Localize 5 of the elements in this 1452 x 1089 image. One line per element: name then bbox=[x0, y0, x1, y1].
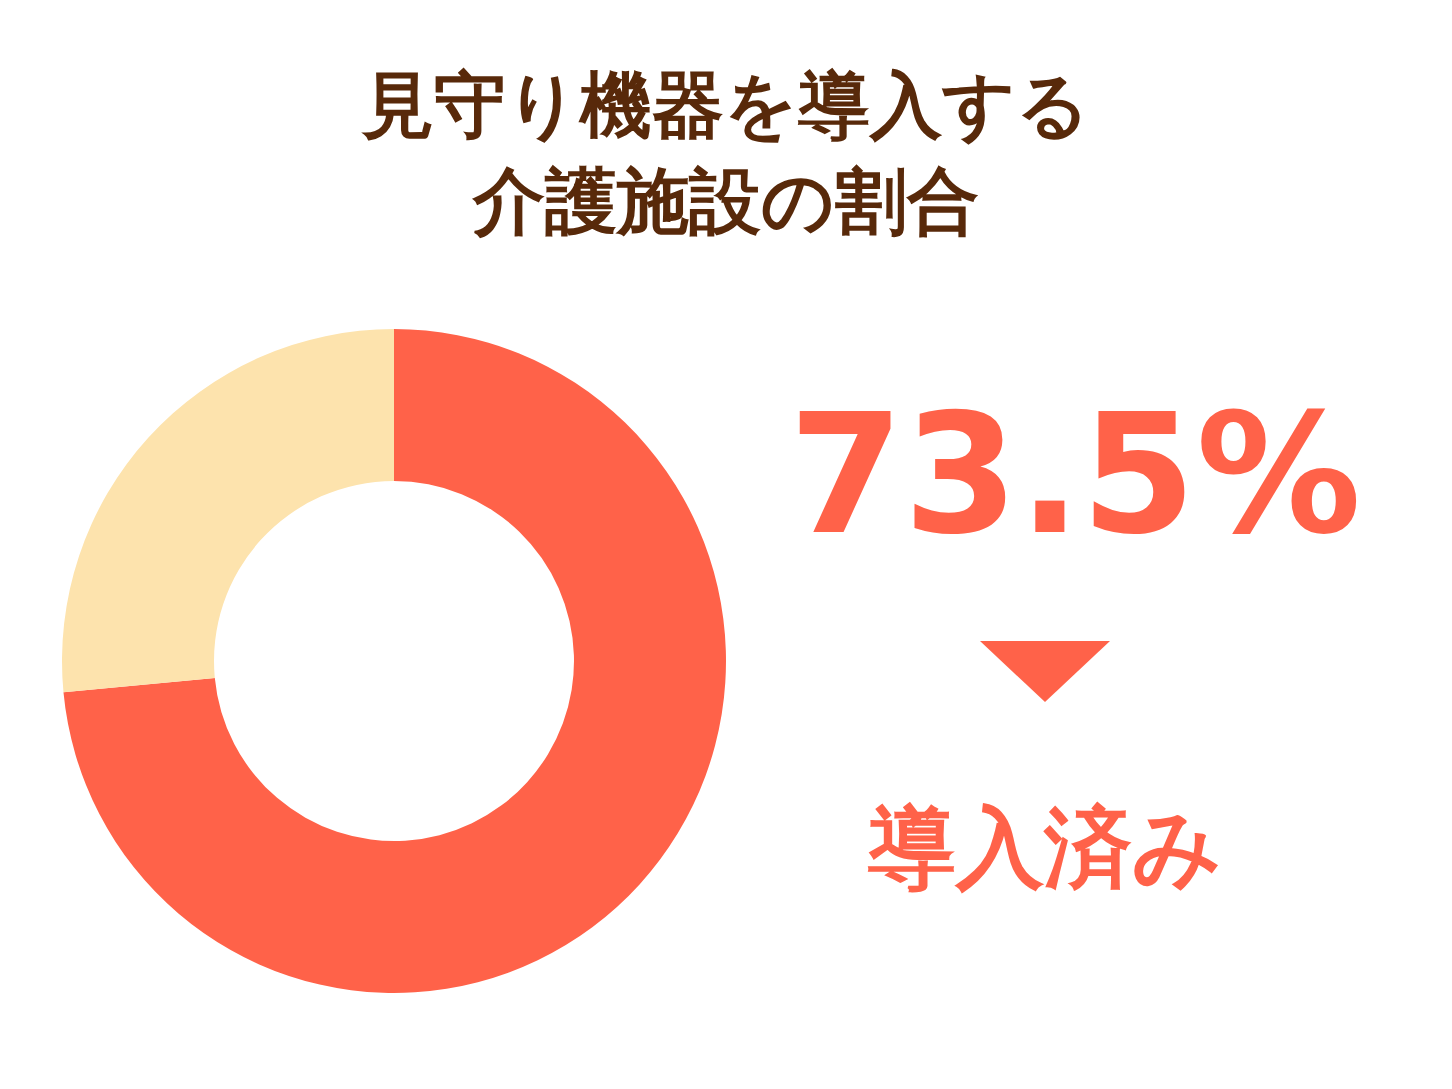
donut-slice bbox=[62, 329, 394, 693]
chart-title: 見守り機器を導入する介護施設の割合 bbox=[361, 63, 1090, 243]
data-label: 73.5% bbox=[788, 379, 1362, 571]
donut-slice bbox=[63, 329, 726, 993]
legend-label: 導入済み bbox=[867, 796, 1222, 899]
